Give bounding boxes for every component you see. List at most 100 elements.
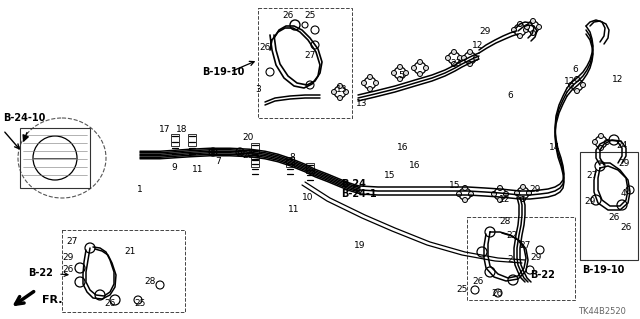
Text: 26: 26 [472, 278, 484, 286]
Text: 12: 12 [472, 41, 484, 50]
Text: 29: 29 [479, 27, 491, 36]
Circle shape [518, 33, 522, 39]
Text: 22: 22 [506, 231, 518, 240]
Circle shape [531, 19, 536, 24]
Circle shape [531, 31, 536, 35]
Circle shape [424, 65, 429, 70]
Circle shape [367, 75, 372, 79]
Circle shape [524, 27, 529, 33]
Text: B-19-10: B-19-10 [202, 67, 244, 77]
Circle shape [497, 186, 502, 190]
Bar [467, 217, 575, 300]
Circle shape [504, 191, 509, 197]
Circle shape [344, 90, 349, 94]
Text: 6: 6 [572, 65, 578, 75]
Circle shape [417, 60, 422, 64]
Text: 19: 19 [355, 241, 365, 249]
Bar [580, 152, 638, 260]
Circle shape [520, 197, 525, 202]
Circle shape [337, 84, 342, 88]
Text: B-22: B-22 [28, 268, 53, 278]
Text: 27: 27 [586, 170, 598, 180]
Circle shape [463, 186, 467, 190]
Text: 29: 29 [618, 160, 630, 168]
Circle shape [492, 191, 497, 197]
Text: 11: 11 [192, 166, 204, 174]
Text: 5: 5 [398, 70, 404, 79]
Text: 29: 29 [529, 186, 541, 195]
Circle shape [536, 25, 541, 29]
Bar [258, 8, 352, 118]
Bar [251, 157, 259, 167]
Text: 1: 1 [137, 186, 143, 195]
Circle shape [468, 191, 474, 197]
Text: 28: 28 [144, 278, 156, 286]
Text: 20: 20 [243, 151, 253, 160]
Circle shape [456, 191, 461, 197]
Text: 18: 18 [176, 125, 188, 135]
Bar [62, 230, 185, 312]
Bar [171, 134, 179, 146]
Circle shape [593, 139, 598, 145]
Text: 26: 26 [492, 290, 502, 299]
Text: 27: 27 [304, 50, 316, 60]
Text: 21: 21 [124, 248, 136, 256]
Text: 27: 27 [519, 241, 531, 249]
Text: 12: 12 [564, 78, 576, 86]
Text: 26: 26 [282, 11, 294, 19]
Text: 27: 27 [67, 238, 77, 247]
Text: 7: 7 [215, 158, 221, 167]
Text: 26: 26 [608, 213, 620, 222]
Circle shape [525, 25, 529, 29]
Text: 6: 6 [507, 91, 513, 100]
Circle shape [445, 56, 451, 61]
Circle shape [575, 88, 579, 93]
Circle shape [397, 77, 403, 81]
Circle shape [467, 49, 472, 55]
Circle shape [392, 70, 397, 76]
Text: 29: 29 [531, 253, 541, 262]
Bar [188, 134, 196, 146]
Circle shape [467, 62, 472, 66]
Text: 10: 10 [302, 194, 314, 203]
Circle shape [598, 145, 604, 151]
Circle shape [337, 95, 342, 100]
Circle shape [474, 56, 479, 61]
Circle shape [403, 70, 408, 76]
Circle shape [367, 86, 372, 92]
Bar [306, 163, 314, 173]
Text: 16: 16 [409, 160, 420, 169]
Circle shape [397, 64, 403, 70]
Circle shape [518, 21, 522, 26]
Text: 13: 13 [356, 99, 368, 108]
Text: B-24: B-24 [341, 179, 366, 189]
Text: 15: 15 [449, 181, 461, 189]
Circle shape [520, 184, 525, 189]
Circle shape [451, 62, 456, 66]
Circle shape [511, 27, 516, 33]
Text: 28: 28 [499, 218, 511, 226]
Text: 26: 26 [104, 299, 116, 308]
Bar [251, 143, 259, 153]
Text: 24: 24 [616, 140, 627, 150]
Circle shape [568, 83, 573, 87]
Text: 13: 13 [336, 85, 348, 93]
Circle shape [362, 80, 367, 85]
Text: 2: 2 [507, 256, 513, 264]
Circle shape [412, 65, 417, 70]
Text: 23: 23 [451, 58, 461, 68]
Text: FR.: FR. [42, 295, 63, 305]
Text: 29: 29 [584, 197, 596, 206]
Text: 14: 14 [549, 144, 561, 152]
Text: 8: 8 [289, 153, 295, 162]
Text: 15: 15 [384, 170, 396, 180]
Text: B-24-1: B-24-1 [341, 189, 376, 199]
Circle shape [374, 80, 378, 85]
Text: 26: 26 [620, 224, 632, 233]
Bar [286, 157, 294, 167]
Circle shape [605, 139, 609, 145]
Text: 25: 25 [134, 299, 146, 308]
Circle shape [417, 71, 422, 77]
Circle shape [598, 133, 604, 138]
Text: 25: 25 [304, 11, 316, 19]
